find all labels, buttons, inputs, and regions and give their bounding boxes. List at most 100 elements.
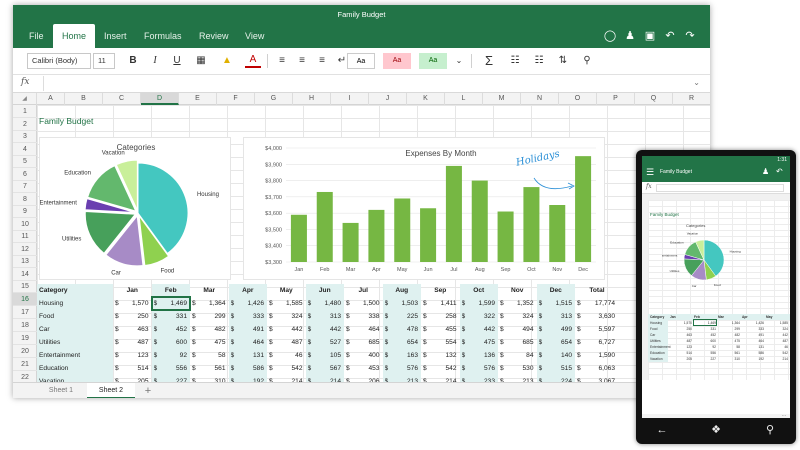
table-cell[interactable]: 1,500 <box>362 300 380 307</box>
table-cell[interactable]: 1,503 <box>401 300 418 307</box>
row-header-7[interactable]: 7 <box>13 180 37 193</box>
phone-table-cell[interactable]: 1,364 <box>731 321 740 325</box>
wrap-text-icon[interactable]: ↵ <box>337 55 347 66</box>
phone-table-cell[interactable]: 123 <box>686 345 692 349</box>
table-cell[interactable]: 442 <box>291 326 303 333</box>
table-cell[interactable]: 58 <box>218 352 226 359</box>
phone-pie-chart[interactable]: Housing Food Car Utilities Entertainment Educ… <box>662 228 742 298</box>
header-mar[interactable]: Mar <box>203 287 216 294</box>
row-header-12[interactable]: 12 <box>13 243 37 256</box>
share-people-icon[interactable]: ♟ <box>762 167 770 176</box>
phone-table-cell[interactable]: 331 <box>710 327 716 331</box>
table-cell[interactable]: 475 <box>483 339 495 346</box>
phone-row-category[interactable]: Car <box>648 332 668 338</box>
row-header-15[interactable]: 15 <box>13 280 37 293</box>
row-category[interactable]: Utilities <box>37 336 113 349</box>
table-cell[interactable]: 225 <box>406 313 418 320</box>
phone-row-category[interactable]: Food <box>648 326 668 332</box>
phone-table-cell[interactable]: 452 <box>710 333 716 337</box>
table-cell[interactable]: 455 <box>445 326 457 333</box>
phone-table-cell[interactable]: 333 <box>758 327 764 331</box>
row-category[interactable]: Car <box>37 323 113 336</box>
tab-view[interactable]: View <box>245 31 265 41</box>
tab-review[interactable]: Review <box>199 31 229 41</box>
row-header-6[interactable]: 6 <box>13 168 37 181</box>
column-header-e[interactable]: E <box>179 93 217 105</box>
column-header-h[interactable]: H <box>293 93 331 105</box>
cell-style-normal[interactable]: Aa <box>347 53 375 69</box>
table-cell[interactable]: 136 <box>483 352 495 359</box>
table-cell[interactable]: 324 <box>291 313 303 320</box>
align-left-icon[interactable]: ≡ <box>279 55 285 66</box>
row-header-14[interactable]: 14 <box>13 268 37 281</box>
table-cell[interactable]: 487 <box>137 339 149 346</box>
row-header-21[interactable]: 21 <box>13 358 37 371</box>
row-header-9[interactable]: 9 <box>13 205 37 218</box>
phone-row-category[interactable]: Education <box>648 350 668 356</box>
selected-cell-border[interactable] <box>150 296 191 311</box>
table-cell[interactable]: 213 <box>498 375 533 388</box>
autosum-button[interactable]: Σ <box>484 53 494 68</box>
table-cell[interactable]: 84 <box>526 352 534 359</box>
phone-formula-input[interactable] <box>656 184 784 192</box>
table-cell[interactable]: 1,469 <box>170 300 187 307</box>
fill-color-icon[interactable]: ▲ <box>222 55 232 66</box>
table-cell[interactable]: 1,426 <box>247 300 264 307</box>
table-cell[interactable]: 494 <box>522 326 534 333</box>
function-icon[interactable]: fx <box>21 77 30 87</box>
table-cell[interactable]: 1,599 <box>478 300 495 307</box>
row-header-11[interactable]: 11 <box>13 230 37 243</box>
header-total[interactable]: Total <box>589 287 605 294</box>
phone-selected-cell[interactable] <box>693 319 717 326</box>
phone-table-cell[interactable]: 475 <box>734 339 740 343</box>
table-cell[interactable]: 140 <box>560 352 572 359</box>
phone-row-category[interactable]: Utilities <box>648 338 668 344</box>
phone-header-cell[interactable]: Feb <box>694 315 700 319</box>
phone-table-cell[interactable]: 324 <box>782 327 788 331</box>
table-cell[interactable]: 163 <box>406 352 418 359</box>
redo-icon[interactable]: ↷ <box>685 30 695 42</box>
header-may[interactable]: May <box>279 287 293 294</box>
book-icon[interactable]: ▣ <box>644 30 656 42</box>
table-cell[interactable]: 463 <box>137 326 149 333</box>
table-cell[interactable]: 586 <box>252 365 264 372</box>
table-cell[interactable]: 491 <box>252 326 264 333</box>
table-cell[interactable]: 206 <box>344 375 379 388</box>
table-cell[interactable]: 313 <box>560 313 572 320</box>
row-header-18[interactable]: 18 <box>13 319 37 332</box>
table-cell[interactable]: 1,411 <box>440 300 457 307</box>
phone-cell-grid[interactable] <box>648 200 790 380</box>
phone-table-cell[interactable]: 561 <box>734 351 740 355</box>
column-header-o[interactable]: O <box>559 93 597 105</box>
row-header-8[interactable]: 8 <box>13 193 37 206</box>
chevron-down-icon[interactable]: ⌄ <box>693 78 700 87</box>
phone-table-cell[interactable]: 464 <box>758 339 764 343</box>
total-cell[interactable]: 5,597 <box>598 326 615 333</box>
table-cell[interactable]: 1,480 <box>324 300 341 307</box>
delete-cells-icon[interactable]: ☷ <box>534 55 544 66</box>
sheet-tab-2[interactable]: Sheet 2 <box>87 383 135 398</box>
table-cell[interactable]: 333 <box>252 313 264 320</box>
cell-style-bad[interactable]: Aa <box>383 53 411 69</box>
table-cell[interactable]: 123 <box>137 352 149 359</box>
more-options-button[interactable]: ... <box>781 412 786 418</box>
total-cell[interactable]: 17,774 <box>594 300 615 307</box>
column-header-n[interactable]: N <box>521 93 559 105</box>
table-cell[interactable]: 313 <box>329 313 341 320</box>
table-cell[interactable]: 1,352 <box>516 300 534 307</box>
table-cell[interactable]: 685 <box>522 339 534 346</box>
insert-cells-icon[interactable]: ☷ <box>510 55 520 66</box>
table-cell[interactable]: 214 <box>421 375 456 388</box>
table-cell[interactable]: 464 <box>252 339 264 346</box>
column-header-g[interactable]: G <box>255 93 293 105</box>
share-people-icon[interactable]: ♟ <box>625 30 635 42</box>
add-sheet-button[interactable]: + <box>144 385 152 397</box>
table-cell[interactable]: 561 <box>214 365 226 372</box>
table-cell[interactable]: 331 <box>175 313 187 320</box>
table-cell[interactable]: 464 <box>368 326 380 333</box>
column-header-l[interactable]: L <box>445 93 483 105</box>
row-header-1[interactable]: 1 <box>13 105 37 118</box>
table-cell[interactable]: 132 <box>445 352 457 359</box>
italic-button[interactable]: I <box>153 55 157 66</box>
table-cell[interactable]: 338 <box>368 313 380 320</box>
